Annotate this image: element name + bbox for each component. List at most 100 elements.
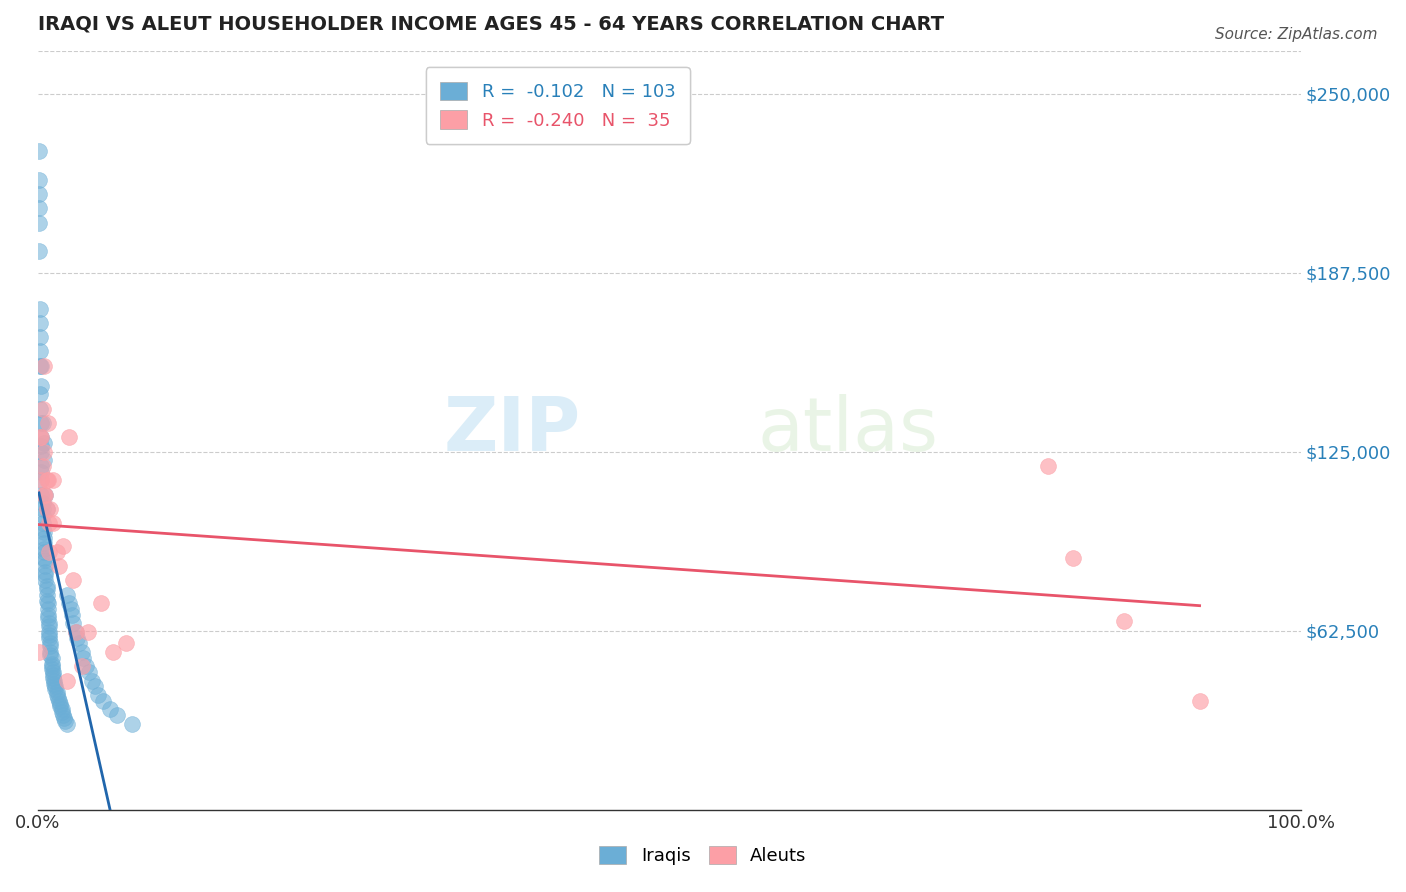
Point — [38, 545, 60, 559]
Point — [37, 602, 59, 616]
Point — [38, 516, 60, 531]
Point — [32, 545, 55, 559]
Point — [30, 379, 52, 393]
Point — [31, 401, 53, 416]
Point — [62, 574, 84, 588]
Point — [32, 541, 55, 556]
Point — [1112, 614, 1135, 628]
Point — [39, 636, 62, 650]
Point — [32, 453, 55, 467]
Point — [28, 172, 51, 186]
Point — [31, 522, 53, 536]
Point — [31, 508, 53, 522]
Point — [55, 673, 77, 688]
Point — [65, 625, 87, 640]
Point — [45, 685, 67, 699]
Point — [30, 344, 52, 359]
Point — [58, 430, 80, 444]
Point — [28, 645, 51, 659]
Point — [115, 636, 138, 650]
Point — [103, 645, 125, 659]
Point — [41, 650, 63, 665]
Point — [30, 430, 52, 444]
Legend: Iraqis, Aleuts: Iraqis, Aleuts — [591, 837, 815, 874]
Point — [30, 359, 52, 373]
Point — [31, 502, 53, 516]
Point — [37, 607, 59, 622]
Point — [39, 502, 62, 516]
Point — [38, 619, 60, 633]
Point — [41, 662, 63, 676]
Point — [32, 536, 55, 550]
Point — [41, 659, 63, 673]
Point — [34, 553, 56, 567]
Legend: R =  -0.102   N = 103, R =  -0.240   N =  35: R = -0.102 N = 103, R = -0.240 N = 35 — [426, 68, 690, 145]
Point — [80, 673, 103, 688]
Point — [87, 688, 110, 702]
Point — [34, 565, 56, 579]
Point — [34, 487, 56, 501]
Point — [62, 616, 84, 631]
Point — [38, 631, 60, 645]
Point — [30, 301, 52, 316]
Point — [1188, 694, 1211, 708]
Point — [55, 588, 77, 602]
Point — [39, 640, 62, 654]
Point — [42, 676, 65, 690]
Point — [35, 588, 58, 602]
Point — [45, 545, 67, 559]
Point — [49, 697, 72, 711]
Point — [65, 625, 87, 640]
Point — [55, 714, 77, 728]
Point — [37, 596, 59, 610]
Point — [30, 473, 52, 487]
Point — [32, 436, 55, 450]
Point — [48, 559, 70, 574]
Point — [52, 539, 75, 553]
Point — [28, 202, 51, 216]
Point — [34, 559, 56, 574]
Point — [32, 524, 55, 539]
Point — [52, 708, 75, 723]
Point — [42, 473, 65, 487]
Point — [90, 596, 112, 610]
Point — [48, 694, 70, 708]
Point — [30, 330, 52, 344]
Point — [38, 616, 60, 631]
Point — [30, 430, 52, 444]
Point — [121, 716, 143, 731]
Point — [70, 645, 93, 659]
Point — [30, 430, 52, 444]
Point — [1062, 550, 1084, 565]
Point — [37, 473, 59, 487]
Point — [31, 458, 53, 473]
Point — [28, 244, 51, 259]
Point — [34, 487, 56, 501]
Point — [45, 688, 67, 702]
Point — [30, 439, 52, 453]
Point — [35, 473, 58, 487]
Point — [77, 625, 100, 640]
Point — [32, 359, 55, 373]
Point — [51, 705, 73, 719]
Point — [60, 607, 83, 622]
Text: Source: ZipAtlas.com: Source: ZipAtlas.com — [1215, 27, 1378, 42]
Point — [35, 582, 58, 596]
Point — [67, 636, 90, 650]
Point — [58, 596, 80, 610]
Point — [66, 631, 89, 645]
Point — [93, 694, 115, 708]
Point — [35, 593, 58, 607]
Point — [37, 416, 59, 430]
Point — [41, 657, 63, 671]
Point — [34, 574, 56, 588]
Point — [53, 711, 76, 725]
Point — [46, 690, 69, 705]
Point — [35, 502, 58, 516]
Point — [32, 487, 55, 501]
Point — [30, 316, 52, 330]
Text: ZIP: ZIP — [443, 393, 581, 467]
Point — [37, 611, 59, 625]
Text: atlas: atlas — [758, 393, 939, 467]
Point — [30, 458, 52, 473]
